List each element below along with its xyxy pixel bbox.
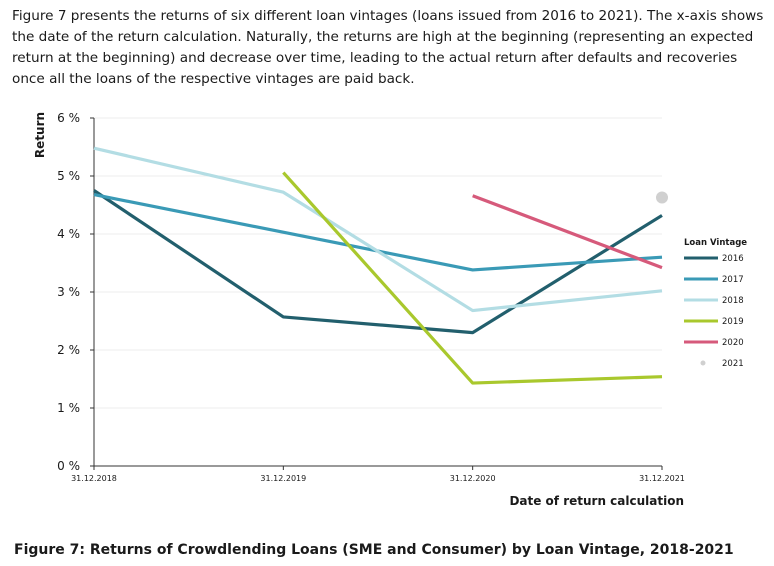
legend-label-2017: 2017 [722,275,744,285]
legend-label-2019: 2019 [722,317,744,327]
legend-label-2021: 2021 [722,359,744,369]
intro-paragraph: Figure 7 presents the returns of six dif… [12,8,764,87]
legend-label-2020: 2020 [722,338,744,348]
y-tick-label: 6 % [57,111,80,125]
line-chart: 0 %1 %2 %3 %4 %5 %6 % 31.12.2018 31.12.20… [33,111,747,508]
x-tick-label: 31.12.2019 [260,474,306,483]
y-tick-label: 1 % [57,401,80,415]
chart-legend: Loan Vintage 2016 2017 2018 2019 2020 2021 [684,238,747,369]
y-tick-label: 0 % [57,459,80,473]
x-axis: 31.12.2018 31.12.2019 31.12.2020 31.12.2021 [71,465,685,483]
y-tick-label: 2 % [57,343,80,357]
series-2018-line [93,146,663,313]
legend-label-2018: 2018 [722,296,744,306]
y-tick-label: 4 % [57,227,80,241]
series-2019-line [282,171,663,385]
y-tick-label: 3 % [57,285,80,299]
y-tick-label: 5 % [57,169,80,183]
legend-title: Loan Vintage [684,238,747,248]
y-axis: 0 % 1 % 2 % 3 % 4 % 5 % 6 % [57,111,95,473]
legend-label-2016: 2016 [722,254,744,264]
x-tick-label: 31.12.2021 [639,474,685,483]
series-2016-line [93,189,663,335]
chart-series [93,146,668,385]
x-tick-label: 31.12.2020 [450,474,496,483]
series-2017-line [93,192,663,272]
y-axis-label: Return [33,112,47,158]
chart-gridlines [94,117,662,409]
series-2021-point [656,191,668,204]
x-axis-label: Date of return calculation [509,494,684,508]
figure-caption: Figure 7: Returns of Crowdlending Loans … [14,542,734,558]
series-2020-line [472,194,663,270]
legend-swatch-2021 [700,360,706,366]
x-tick-label: 31.12.2018 [71,474,117,483]
